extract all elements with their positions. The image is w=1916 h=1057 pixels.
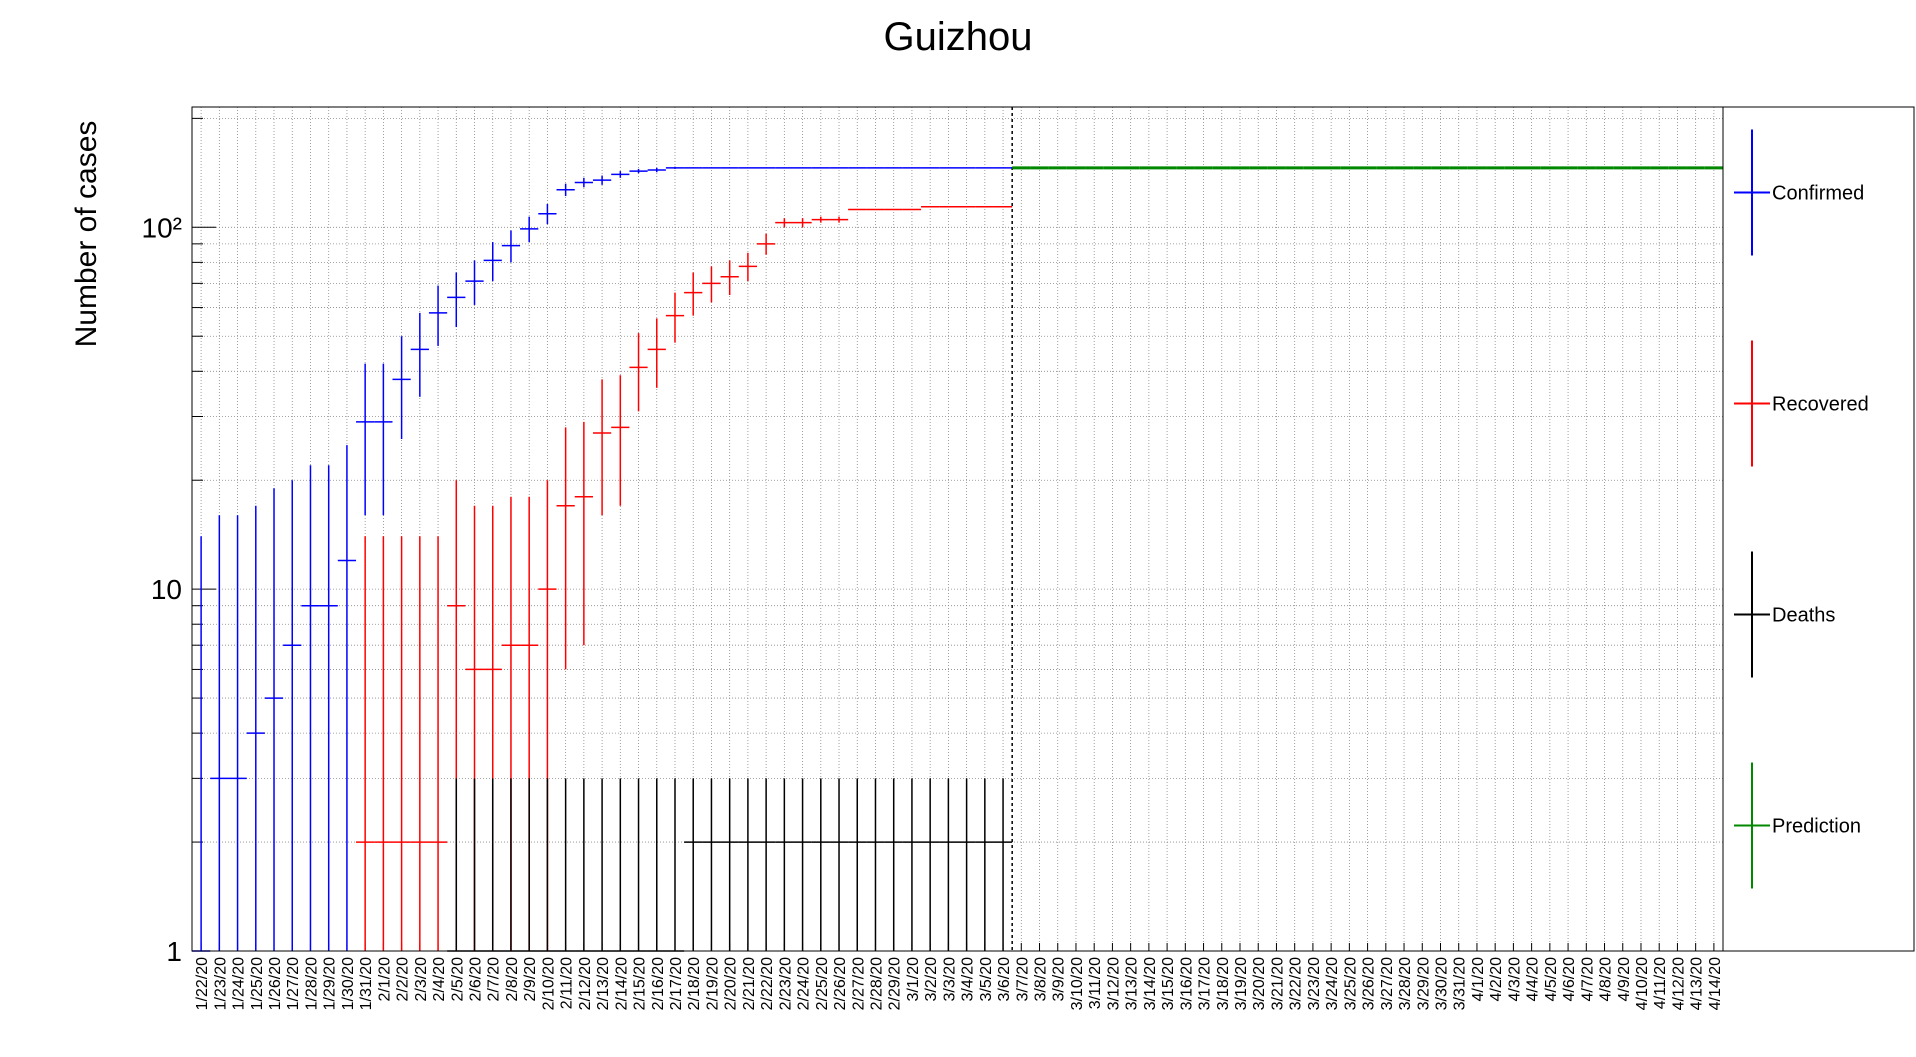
- chart-title: Guizhou: [884, 15, 1033, 59]
- x-tick-label: 3/9/20: [1051, 957, 1068, 1002]
- x-tick-label: 2/14/20: [613, 957, 630, 1010]
- x-tick-label: 3/6/20: [996, 957, 1013, 1002]
- y-tick-label: 10²: [142, 212, 182, 243]
- x-tick-label: 3/10/20: [1069, 957, 1086, 1010]
- x-tick-label: 3/2/20: [923, 957, 940, 1002]
- x-tick-label: 4/2/20: [1488, 957, 1505, 1002]
- x-tick-label: 4/5/20: [1543, 957, 1560, 1002]
- legend-label: Confirmed: [1772, 183, 1864, 205]
- x-tick-label: 3/23/20: [1306, 957, 1323, 1010]
- x-tick-label: 4/10/20: [1634, 957, 1651, 1010]
- x-tick-label: 1/28/20: [303, 957, 320, 1010]
- legend-label: Prediction: [1772, 816, 1861, 838]
- x-tick-label: 2/17/20: [668, 957, 685, 1010]
- x-tick-label: 1/30/20: [340, 957, 357, 1010]
- x-tick-label: 2/23/20: [777, 957, 794, 1010]
- x-tick-label: 2/26/20: [832, 957, 849, 1010]
- x-tick-label: 3/20/20: [1251, 957, 1268, 1010]
- x-tick-label: 1/23/20: [212, 957, 229, 1010]
- x-tick-label: 4/9/20: [1616, 957, 1633, 1002]
- x-tick-label: 1/24/20: [231, 957, 248, 1010]
- x-tick-label: 1/26/20: [267, 957, 284, 1010]
- x-tick-label: 4/11/20: [1652, 957, 1669, 1009]
- x-tick-label: 3/16/20: [1178, 957, 1195, 1010]
- x-tick-label: 2/8/20: [504, 957, 521, 1002]
- x-tick-label: 3/30/20: [1433, 957, 1450, 1010]
- x-tick-label: 4/3/20: [1506, 957, 1523, 1002]
- x-tick-label: 2/9/20: [522, 957, 539, 1002]
- x-tick-label: 3/4/20: [960, 957, 977, 1002]
- x-tick-label: 3/3/20: [941, 957, 958, 1002]
- x-tick-label: 3/24/20: [1324, 957, 1341, 1010]
- x-tick-label: 1/22/20: [194, 957, 211, 1010]
- legend-label: Deaths: [1772, 605, 1835, 627]
- x-tick-label: 2/18/20: [686, 957, 703, 1010]
- x-tick-label: 1/25/20: [249, 957, 266, 1010]
- x-tick-label: 4/8/20: [1598, 957, 1615, 1002]
- x-tick-label: 1/27/20: [285, 957, 302, 1010]
- x-tick-label: 2/16/20: [650, 957, 667, 1010]
- x-tick-label: 2/19/20: [704, 957, 721, 1010]
- x-tick-label: 4/14/20: [1707, 957, 1724, 1010]
- x-tick-label: 2/7/20: [486, 957, 503, 1002]
- x-tick-label: 2/15/20: [632, 957, 649, 1010]
- x-tick-label: 3/14/20: [1142, 957, 1159, 1010]
- x-tick-label: 3/15/20: [1160, 957, 1177, 1010]
- x-tick-label: 4/7/20: [1579, 957, 1596, 1002]
- x-tick-label: 3/31/20: [1452, 957, 1469, 1010]
- x-tick-label: 3/12/20: [1105, 957, 1122, 1010]
- x-tick-label: 3/1/20: [905, 957, 922, 1002]
- x-tick-label: 3/11/20: [1087, 957, 1104, 1009]
- x-tick-label: 3/7/20: [1014, 957, 1031, 1002]
- x-tick-label: 2/6/20: [468, 957, 485, 1002]
- legend-label: Recovered: [1772, 394, 1869, 416]
- x-tick-label: 2/27/20: [850, 957, 867, 1010]
- plot-frame: [191, 106, 1724, 952]
- x-tick-label: 2/28/20: [868, 957, 885, 1010]
- x-tick-label: 2/22/20: [759, 957, 776, 1010]
- x-tick-label: 4/1/20: [1470, 957, 1487, 1002]
- x-tick-label: 3/17/20: [1197, 957, 1214, 1010]
- x-tick-label: 2/3/20: [413, 957, 430, 1002]
- x-tick-label: 3/25/20: [1342, 957, 1359, 1010]
- x-tick-label: 2/2/20: [395, 957, 412, 1002]
- x-tick-label: 3/29/20: [1415, 957, 1432, 1010]
- x-tick-label: 3/22/20: [1288, 957, 1305, 1010]
- x-tick-label: 2/4/20: [431, 957, 448, 1002]
- x-tick-label: 2/25/20: [814, 957, 831, 1010]
- x-tick-label: 3/28/20: [1397, 957, 1414, 1010]
- x-tick-label: 3/13/20: [1124, 957, 1141, 1010]
- x-tick-label: 1/31/20: [358, 957, 375, 1010]
- x-tick-label: 2/5/20: [449, 957, 466, 1002]
- x-tick-label: 3/18/20: [1215, 957, 1232, 1010]
- x-tick-label: 2/10/20: [540, 957, 557, 1010]
- y-tick-label: 10: [151, 574, 182, 605]
- x-tick-label: 2/20/20: [723, 957, 740, 1010]
- y-axis-label: Number of cases: [70, 121, 103, 348]
- x-tick-label: 2/21/20: [741, 957, 758, 1010]
- x-tick-label: 3/19/20: [1233, 957, 1250, 1010]
- x-tick-label: 4/13/20: [1689, 957, 1706, 1010]
- x-tick-label: 3/27/20: [1379, 957, 1396, 1010]
- x-tick-label: 3/26/20: [1361, 957, 1378, 1010]
- x-tick-label: 4/6/20: [1561, 957, 1578, 1002]
- x-tick-label: 2/29/20: [887, 957, 904, 1010]
- x-tick-label: 1/29/20: [322, 957, 339, 1010]
- x-tick-label: 4/12/20: [1670, 957, 1687, 1010]
- x-tick-label: 2/24/20: [796, 957, 813, 1010]
- x-tick-label: 2/12/20: [577, 957, 594, 1010]
- x-tick-label: 3/21/20: [1269, 957, 1286, 1010]
- x-tick-label: 2/1/20: [376, 957, 393, 1002]
- x-tick-label: 2/13/20: [595, 957, 612, 1010]
- x-tick-label: 2/11/20: [559, 957, 576, 1009]
- x-tick-label: 3/8/20: [1033, 957, 1050, 1002]
- x-tick-label: 4/4/20: [1525, 957, 1542, 1002]
- x-tick-label: 3/5/20: [978, 957, 995, 1002]
- y-tick-label: 1: [166, 936, 182, 967]
